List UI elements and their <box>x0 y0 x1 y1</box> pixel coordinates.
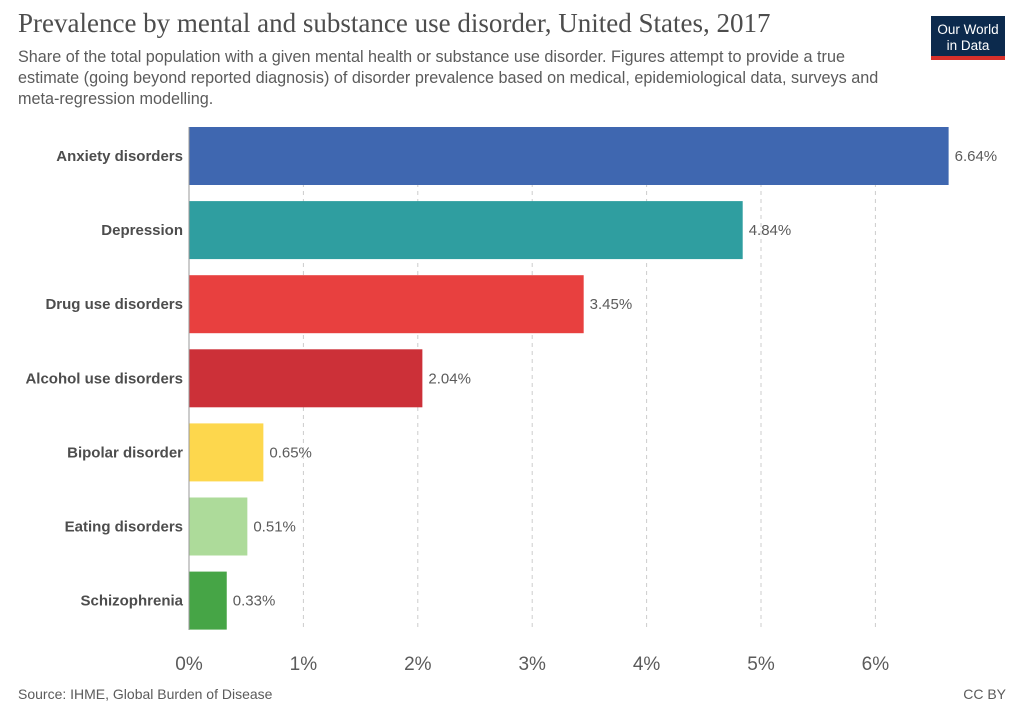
logo-line-1: Our World <box>937 22 999 37</box>
license-label[interactable]: CC BY <box>963 686 1006 702</box>
value-label: 2.04% <box>428 370 471 387</box>
chart-subtitle: Share of the total population with a giv… <box>18 48 879 108</box>
category-label: Alcohol use disorders <box>25 370 183 387</box>
category-label: Anxiety disorders <box>56 148 183 165</box>
value-label: 3.45% <box>590 296 633 313</box>
bar <box>189 127 949 185</box>
logo-line-2: in Data <box>946 38 990 53</box>
category-label: Schizophrenia <box>80 593 183 610</box>
source-note[interactable]: Source: IHME, Global Burden of Disease <box>18 686 273 702</box>
category-label: Bipolar disorder <box>67 444 183 461</box>
value-label: 0.33% <box>233 593 276 610</box>
value-label: 6.64% <box>955 148 998 165</box>
bar <box>189 423 264 482</box>
bar <box>189 497 248 556</box>
chart-title: Prevalence by mental and substance use d… <box>18 8 771 38</box>
x-tick-label: 4% <box>633 654 661 675</box>
x-tick-label: 1% <box>290 654 318 675</box>
x-tick-label: 6% <box>862 654 890 675</box>
bar <box>189 275 584 334</box>
value-label: 0.65% <box>269 444 312 461</box>
category-label: Eating disorders <box>65 519 183 536</box>
x-tick-label: 5% <box>747 654 775 675</box>
value-label: 4.84% <box>749 222 792 239</box>
value-label: 0.51% <box>253 519 296 536</box>
x-tick-label: 3% <box>518 654 546 675</box>
x-tick-label: 0% <box>175 654 203 675</box>
x-tick-label: 2% <box>404 654 432 675</box>
bar <box>189 349 423 408</box>
category-label: Drug use disorders <box>45 296 183 313</box>
bar <box>189 201 743 260</box>
category-label: Depression <box>101 222 183 239</box>
bar <box>189 571 227 630</box>
owid-logo[interactable]: Our World in Data <box>931 16 1005 60</box>
